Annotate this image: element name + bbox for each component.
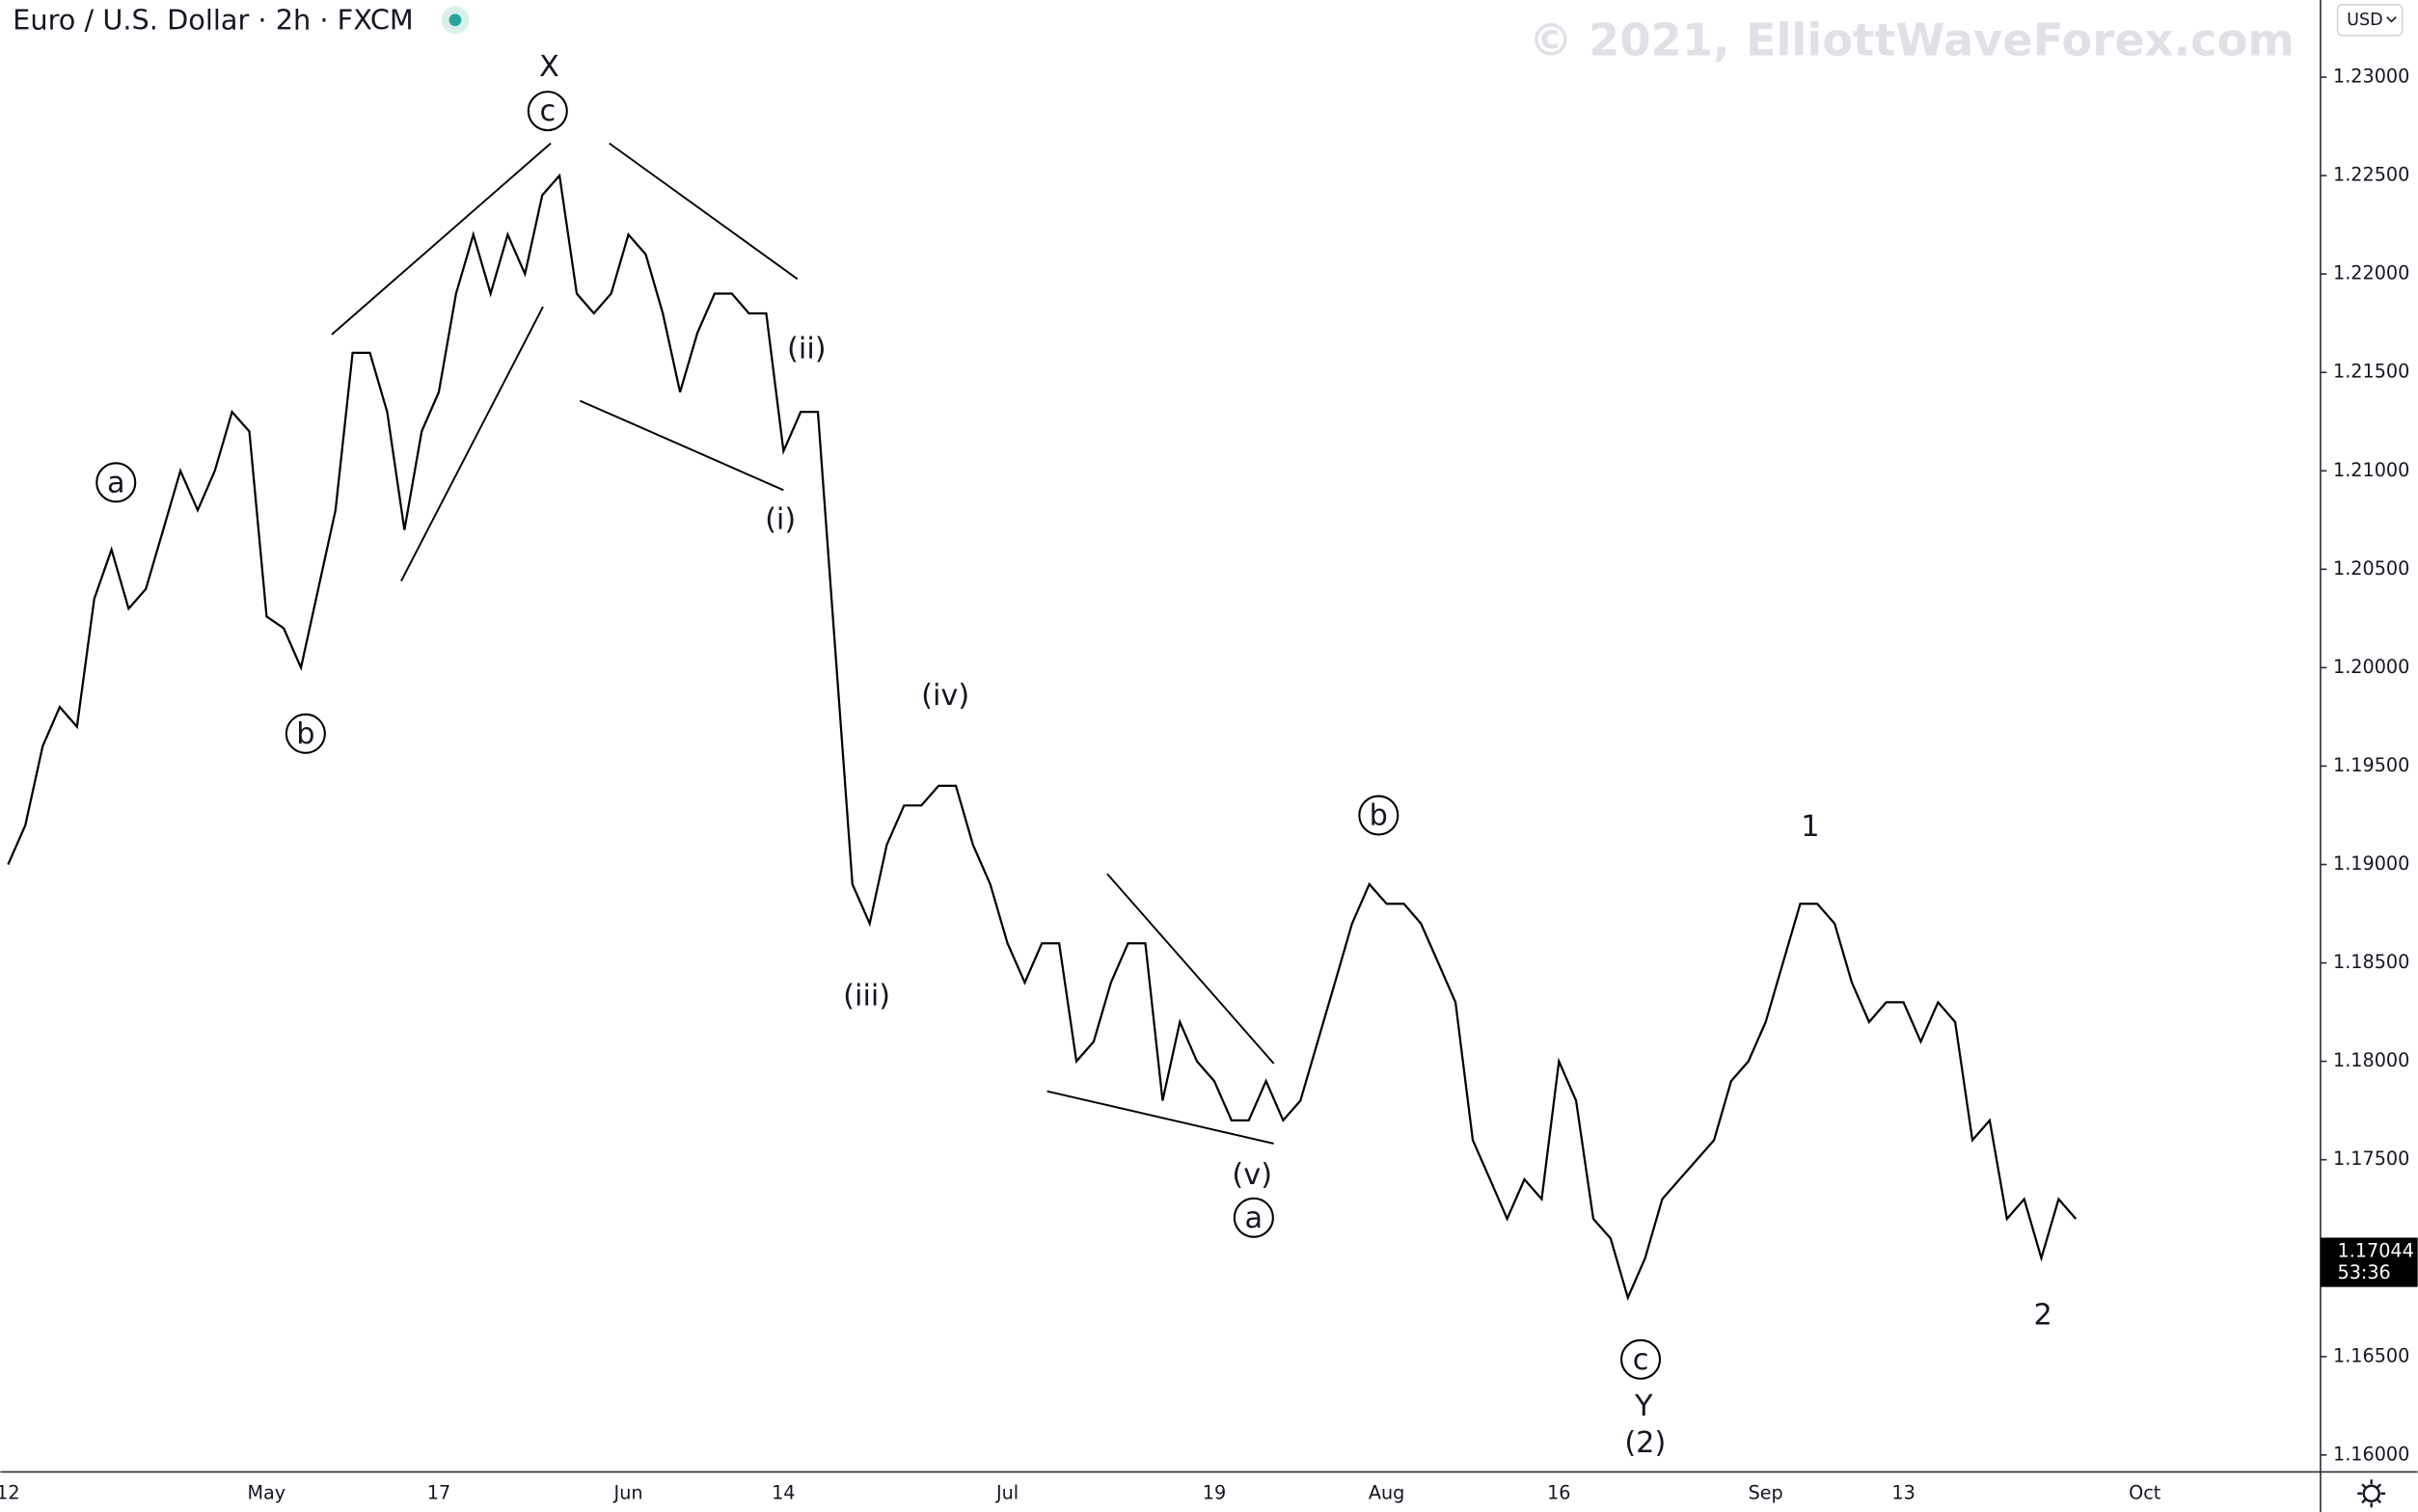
y-tick-label: 1.19500 bbox=[2333, 754, 2409, 776]
wave-label: (v) bbox=[1232, 1158, 1272, 1192]
currency-button-box[interactable] bbox=[2336, 3, 2404, 37]
settings-icon[interactable] bbox=[2357, 1479, 2386, 1508]
x-tick-label: 19 bbox=[1203, 1481, 1226, 1503]
y-tick-label: 1.22500 bbox=[2333, 164, 2409, 186]
wave-label: (iii) bbox=[843, 980, 890, 1013]
wave-label: c bbox=[539, 94, 556, 128]
x-tick-label: 16 bbox=[1547, 1481, 1570, 1503]
y-tick-label: 1.16500 bbox=[2333, 1344, 2409, 1366]
y-tick-label: 1.19000 bbox=[2333, 852, 2409, 875]
watermark: © 2021, ElliottWaveForex.com bbox=[1529, 14, 2295, 66]
wave-label: X bbox=[539, 50, 559, 84]
gear[interactable] bbox=[2362, 1484, 2380, 1503]
x-tick-label: 17 bbox=[427, 1481, 450, 1503]
y-tick-label: 1.20000 bbox=[2333, 656, 2409, 678]
wave-label: c bbox=[1633, 1343, 1649, 1377]
wave-label: Y bbox=[1634, 1390, 1653, 1423]
wave-circle bbox=[1358, 795, 1399, 836]
x-tick-label: May bbox=[248, 1481, 286, 1503]
trend-line bbox=[331, 142, 552, 336]
wave-label: b bbox=[1370, 799, 1388, 833]
wave-label: (iv) bbox=[921, 679, 969, 713]
x-tick-label: Jul bbox=[995, 1481, 1019, 1503]
wave-label: 2 bbox=[2034, 1299, 2052, 1333]
status-dot bbox=[448, 14, 462, 27]
y-tick-label: 1.18500 bbox=[2333, 951, 2409, 973]
x-tick-label: 13 bbox=[1891, 1481, 1915, 1503]
trend-line bbox=[609, 142, 799, 281]
gear-teeth[interactable] bbox=[2357, 1479, 2386, 1508]
y-tick-label: 1.20500 bbox=[2333, 557, 2409, 580]
price-line bbox=[7, 173, 2078, 1301]
x-tick-label: Jun bbox=[613, 1481, 643, 1503]
symbol-title: Euro / U.S. Dollar · 2h · FXCM bbox=[13, 3, 414, 36]
wave-circle bbox=[1620, 1338, 1662, 1380]
y-tick-label: 1.21500 bbox=[2333, 361, 2409, 383]
currency-chevron[interactable] bbox=[2386, 16, 2397, 23]
wave-label: 1 bbox=[1801, 810, 1819, 844]
wave-circle bbox=[1233, 1197, 1274, 1238]
wave-label: a bbox=[107, 466, 125, 500]
wave-label: (ii) bbox=[787, 332, 827, 365]
last-price-box bbox=[2320, 1237, 2418, 1287]
currency-button[interactable]: USD bbox=[2336, 3, 2404, 37]
trend-lines bbox=[331, 142, 1275, 1145]
y-tick-label: 1.17500 bbox=[2333, 1148, 2409, 1170]
trend-line bbox=[1046, 1090, 1274, 1145]
y-tick-label: 1.22000 bbox=[2333, 262, 2409, 284]
x-tick-label: 12 bbox=[0, 1481, 20, 1503]
x-tick-label: Sep bbox=[1749, 1481, 1783, 1503]
trend-line bbox=[400, 306, 544, 582]
y-tick-label: 1.21000 bbox=[2333, 459, 2409, 481]
wave-label: a bbox=[1245, 1202, 1263, 1235]
trend-line bbox=[1106, 873, 1275, 1065]
wave-circle bbox=[285, 713, 326, 754]
wave-label: (2) bbox=[1624, 1426, 1666, 1460]
wave-label: b bbox=[296, 717, 314, 751]
countdown-label: 53:36 bbox=[2338, 1261, 2391, 1283]
y-tick-label: 1.23000 bbox=[2333, 66, 2409, 88]
trend-line bbox=[579, 399, 784, 492]
currency-button-label[interactable]: USD bbox=[2347, 11, 2383, 30]
y-tick-label: 1.18000 bbox=[2333, 1049, 2409, 1071]
wave-circle bbox=[95, 462, 137, 503]
wave-label: (i) bbox=[765, 503, 796, 537]
y-tick-label: 1.16000 bbox=[2333, 1443, 2409, 1465]
wave-circle bbox=[527, 91, 568, 132]
x-tick-label: Aug bbox=[1369, 1481, 1404, 1503]
x-tick-label: Oct bbox=[2129, 1481, 2161, 1503]
last-price-label: 1.17044 bbox=[2338, 1239, 2414, 1261]
x-tick-label: 14 bbox=[772, 1481, 795, 1503]
